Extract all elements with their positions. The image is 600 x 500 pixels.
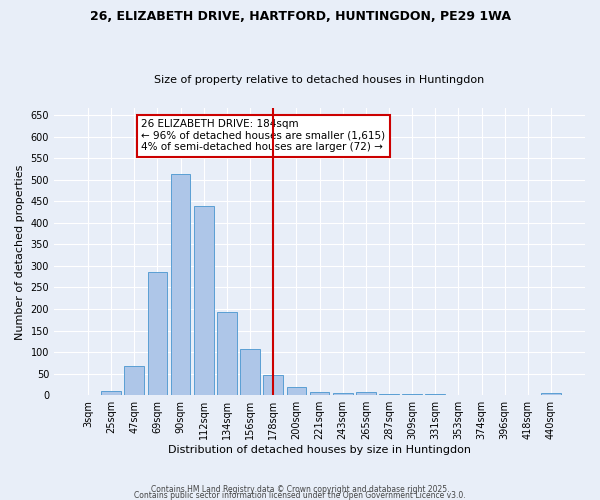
Text: 26, ELIZABETH DRIVE, HARTFORD, HUNTINGDON, PE29 1WA: 26, ELIZABETH DRIVE, HARTFORD, HUNTINGDO… [89,10,511,23]
Bar [194,206,214,395]
Text: Contains public sector information licensed under the Open Government Licence v3: Contains public sector information licen… [134,491,466,500]
Bar [402,394,422,395]
Bar [148,272,167,395]
Bar [171,174,190,395]
Text: Contains HM Land Registry data © Crown copyright and database right 2025.: Contains HM Land Registry data © Crown c… [151,485,449,494]
Bar [217,312,237,395]
Bar [541,393,561,395]
Bar [333,393,353,395]
Bar [379,394,399,395]
Bar [263,375,283,395]
Title: Size of property relative to detached houses in Huntingdon: Size of property relative to detached ho… [154,76,485,86]
Bar [287,386,306,395]
Bar [101,391,121,395]
Bar [310,392,329,395]
Text: 26 ELIZABETH DRIVE: 184sqm
← 96% of detached houses are smaller (1,615)
4% of se: 26 ELIZABETH DRIVE: 184sqm ← 96% of deta… [141,120,385,152]
X-axis label: Distribution of detached houses by size in Huntingdon: Distribution of detached houses by size … [168,445,471,455]
Y-axis label: Number of detached properties: Number of detached properties [15,164,25,340]
Bar [425,394,445,395]
Bar [240,348,260,395]
Bar [356,392,376,395]
Bar [124,366,144,395]
